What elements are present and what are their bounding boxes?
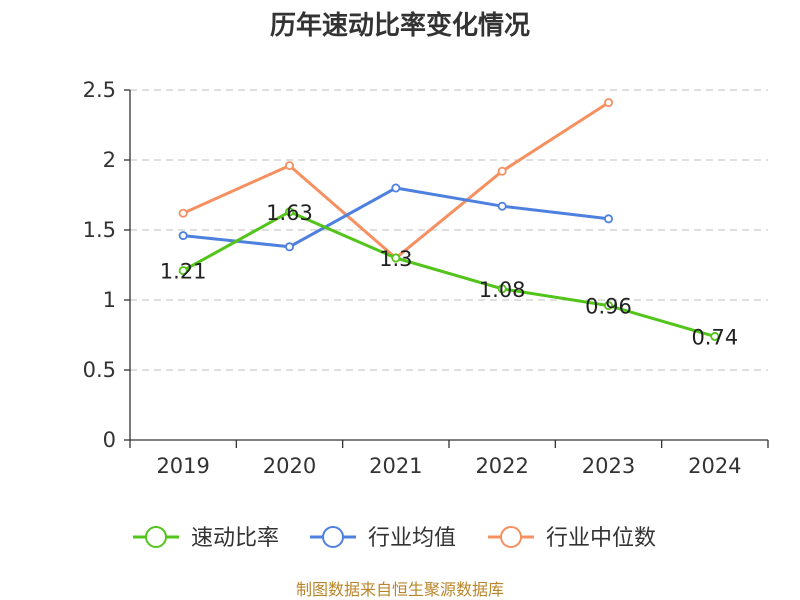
legend-marker [500, 526, 522, 548]
y-tick-label: 0.5 [83, 358, 116, 382]
y-tick-label: 2 [103, 148, 116, 172]
data-labels: 1.21 1.63 1.3 1.08 0.96 0.74 [160, 201, 738, 350]
x-tick-label: 2021 [369, 454, 422, 478]
data-point [497, 284, 507, 294]
legend-marker [322, 526, 344, 548]
x-tick-label: 2023 [582, 454, 635, 478]
source-note: 制图数据来自恒生聚源数据库 [296, 580, 504, 599]
legend-marker [145, 526, 167, 548]
data-label: 1.08 [479, 278, 526, 302]
data-label: 0.96 [585, 295, 632, 319]
series-line [182, 210, 716, 338]
data-label: 1.3 [379, 247, 412, 271]
x-tick-label: 2019 [156, 454, 209, 478]
y-tick-label: 0 [103, 428, 116, 452]
x-tick-label: 2024 [688, 454, 741, 478]
y-tick-label: 2.5 [83, 78, 116, 102]
y-tick-label: 1.5 [83, 218, 116, 242]
axes: 0 0.5 1 1.5 2 2.5 2019 2020 2021 2022 2023 2024 [83, 78, 769, 478]
legend: 速动比率 行业均值 行业中位数 [133, 526, 656, 551]
data-point [604, 214, 614, 224]
x-tick-label: 2020 [263, 454, 316, 478]
data-point [178, 208, 188, 218]
data-point [391, 253, 401, 263]
data-point [497, 201, 507, 211]
legend-label: 行业中位数 [546, 526, 656, 551]
chart-title: 历年速动比率变化情况 [270, 10, 530, 41]
data-point [284, 161, 294, 171]
y-tick-label: 1 [103, 288, 116, 312]
data-label: 0.74 [691, 325, 738, 349]
data-point [604, 98, 614, 108]
data-point [391, 183, 401, 193]
data-label: 1.21 [160, 260, 207, 284]
x-tick-label: 2022 [475, 454, 528, 478]
series-group [178, 98, 720, 341]
data-point [710, 331, 720, 341]
data-point [284, 207, 294, 217]
legend-label: 速动比率 [191, 526, 279, 551]
data-point [604, 301, 614, 311]
data-point [284, 242, 294, 252]
data-label: 1.63 [266, 201, 313, 225]
legend-label: 行业均值 [368, 526, 456, 551]
grid [130, 89, 768, 371]
series-line [183, 186, 609, 249]
data-point [178, 266, 188, 276]
data-point [178, 231, 188, 241]
data-point [497, 166, 507, 176]
